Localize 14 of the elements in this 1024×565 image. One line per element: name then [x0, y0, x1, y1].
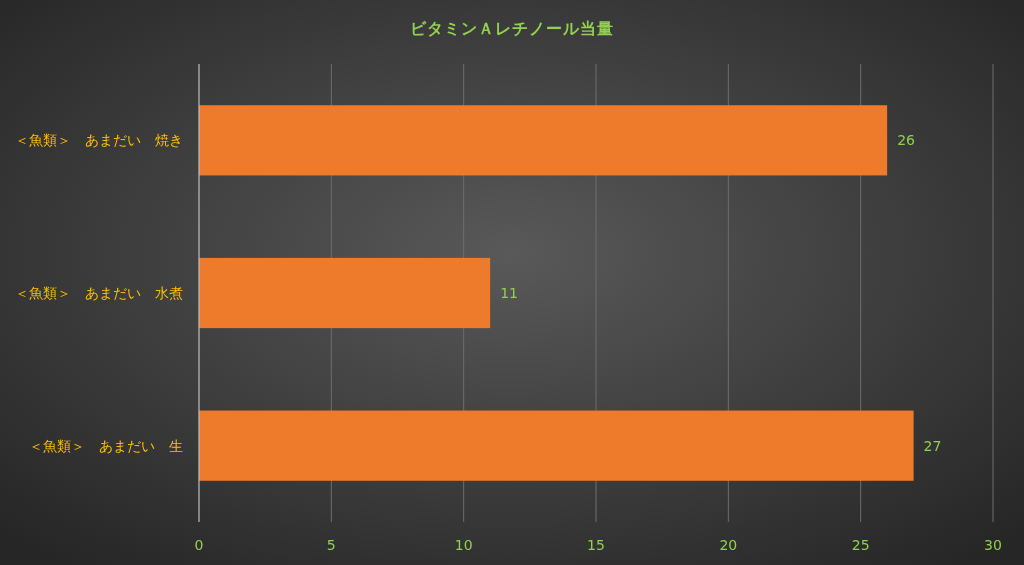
- y-tick-label: ＜魚類＞ あまだい 水煮: [15, 285, 183, 301]
- y-tick-label: ＜魚類＞ あまだい 生: [29, 437, 183, 454]
- data-label: 27: [923, 437, 942, 454]
- data-label: 11: [500, 285, 518, 301]
- x-tick-label: 15: [587, 537, 605, 553]
- chart-title: ビタミンＡレチノール当量: [410, 19, 614, 38]
- x-tick-label: 0: [194, 537, 204, 553]
- x-tick-label: 30: [984, 537, 1002, 553]
- x-tick-label: 20: [719, 537, 738, 553]
- x-tick-label: 10: [454, 537, 473, 553]
- y-tick-label: ＜魚類＞ あまだい 焼き: [15, 132, 183, 149]
- x-tick-label: 5: [326, 537, 336, 553]
- x-tick-label: 25: [851, 537, 870, 553]
- data-label: 26: [897, 132, 916, 149]
